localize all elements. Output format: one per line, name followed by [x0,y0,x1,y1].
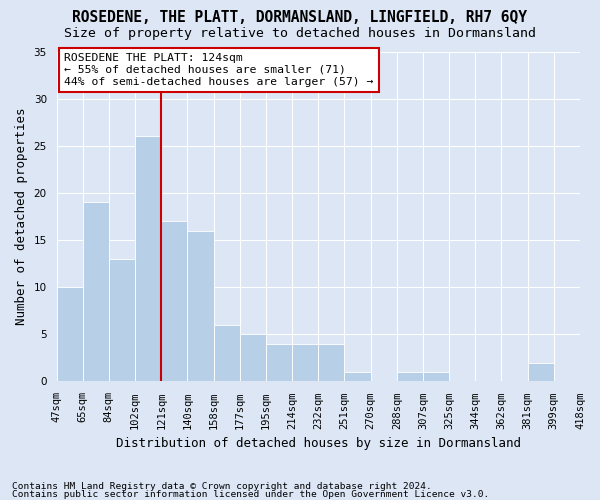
Bar [344,372,371,382]
Bar [135,136,161,382]
Text: ROSEDENE, THE PLATT, DORMANSLAND, LINGFIELD, RH7 6QY: ROSEDENE, THE PLATT, DORMANSLAND, LINGFI… [73,10,527,25]
Bar [292,344,318,382]
Bar [240,334,266,382]
Bar [397,372,423,382]
Bar [187,230,214,382]
Text: Size of property relative to detached houses in Dormansland: Size of property relative to detached ho… [64,28,536,40]
X-axis label: Distribution of detached houses by size in Dormansland: Distribution of detached houses by size … [116,437,521,450]
Bar [109,259,135,382]
Bar [266,344,292,382]
Text: Contains public sector information licensed under the Open Government Licence v3: Contains public sector information licen… [12,490,489,499]
Bar [214,325,240,382]
Bar [527,362,554,382]
Y-axis label: Number of detached properties: Number of detached properties [15,108,28,325]
Text: Contains HM Land Registry data © Crown copyright and database right 2024.: Contains HM Land Registry data © Crown c… [12,482,432,491]
Bar [83,202,109,382]
Bar [318,344,344,382]
Bar [56,287,83,382]
Bar [161,221,187,382]
Text: ROSEDENE THE PLATT: 124sqm
← 55% of detached houses are smaller (71)
44% of semi: ROSEDENE THE PLATT: 124sqm ← 55% of deta… [64,54,374,86]
Bar [423,372,449,382]
